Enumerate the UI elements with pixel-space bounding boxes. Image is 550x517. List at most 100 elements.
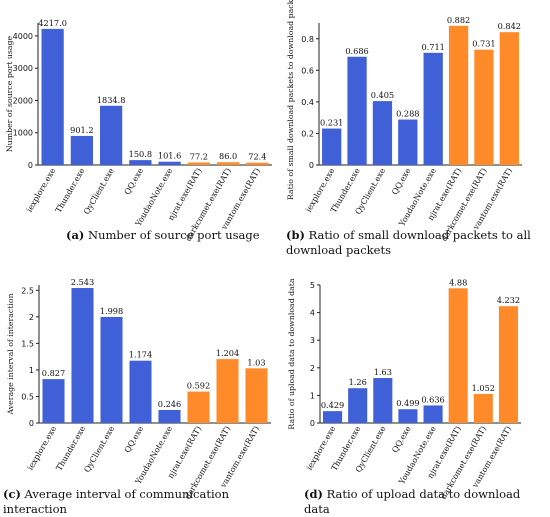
bar-iexplore-exe <box>42 379 65 423</box>
bar-value-label: 2.543 <box>71 277 94 287</box>
bar-qq-exe <box>129 360 152 423</box>
bar-value-label: 1.998 <box>100 306 123 316</box>
category-label: QQ.exe <box>123 166 146 196</box>
y-tick-label: 0.5 <box>21 392 34 401</box>
y-tick-label: 2 <box>29 313 34 322</box>
bar-value-label: 72.4 <box>248 152 266 162</box>
y-tick-label: 1 <box>310 391 315 400</box>
y-axis-title: Average interval of interaction <box>6 293 15 415</box>
bar-qq-exe <box>398 409 418 423</box>
bar-vantom-exe-rat- <box>246 162 269 165</box>
bar-qyclient-exe <box>372 101 393 165</box>
bar-value-label: 0.882 <box>447 15 470 25</box>
bar-value-label: 86.0 <box>219 151 237 161</box>
bar-thunder-exe <box>71 288 94 423</box>
y-axis-title: Number of source port usage <box>5 35 14 152</box>
caption-a: (a) Number of source port usage <box>66 228 276 243</box>
bar-vantom-exe-rat- <box>245 368 268 423</box>
bar-value-label: 0.592 <box>187 381 210 391</box>
bar-vantom-exe-rat- <box>499 32 519 166</box>
bar-iexplore-exe <box>322 128 342 165</box>
category-label: QQ.exe <box>123 424 146 454</box>
y-tick-label: 4 <box>310 309 315 318</box>
bar-value-label: 1.174 <box>129 350 152 360</box>
bar-darkcomet-exe-rat- <box>473 393 493 423</box>
caption-b: (b) Ratio of small download packets to a… <box>286 228 548 258</box>
bar-value-label: 4.88 <box>449 277 467 287</box>
y-tick-label: 0.6 <box>301 66 314 75</box>
bar-darkcomet-exe-rat- <box>474 49 494 165</box>
caption-d: (d) Ratio of upload data to download dat… <box>304 487 549 517</box>
bar-value-label: 0.636 <box>421 394 444 404</box>
y-tick-label: 0 <box>310 419 315 428</box>
caption-c-label: (c) <box>3 487 21 501</box>
bar-vantom-exe-rat- <box>498 306 518 423</box>
bar-youdaonote-exe <box>423 405 443 423</box>
bar-thunder-exe <box>347 56 367 165</box>
category-label: Thunder.exe <box>54 424 87 472</box>
category-label: QQ.exe <box>390 166 413 196</box>
y-tick-label: 2000 <box>13 96 33 105</box>
category-label: QQ.exe <box>390 424 413 454</box>
bar-thunder-exe <box>70 135 93 165</box>
caption-b-text: Ratio of small download packets to all d… <box>286 228 531 257</box>
category-label: QyClient.exe <box>82 166 116 216</box>
bar-iexplore-exe <box>323 411 343 423</box>
bar-njrat-exe-rat- <box>448 25 469 166</box>
caption-d-text: Ratio of upload data to download data <box>304 487 521 516</box>
category-label: QyClient.exe <box>82 424 116 474</box>
y-axis-title: Ratio of upload data to download data <box>287 278 296 430</box>
chart-panel-b: 0 0.2 0.4 0.6 0.8 Ratio of small download pac… <box>286 0 522 243</box>
bar-youdaonote-exe <box>158 409 181 423</box>
caption-d-label: (d) <box>304 487 323 501</box>
bar-njrat-exe-rat- <box>187 391 210 423</box>
y-tick-label: 1 <box>29 366 34 375</box>
y-tick-label: 0.2 <box>301 129 314 138</box>
y-tick-label: 0.4 <box>301 98 314 107</box>
bar-qq-exe <box>129 160 152 165</box>
y-tick-label: 0 <box>29 419 34 428</box>
y-tick-label: 0 <box>28 161 33 170</box>
y-tick-label: 0 <box>309 161 314 170</box>
category-label: Thunder.exe <box>54 166 87 214</box>
bar-value-label: 0.499 <box>396 398 419 408</box>
bar-value-label: 0.405 <box>371 90 394 100</box>
bar-njrat-exe-rat- <box>448 288 468 423</box>
bar-value-label: 901.2 <box>70 125 93 135</box>
bar-youdaonote-exe <box>158 161 181 165</box>
bar-value-label: 1.63 <box>374 367 392 377</box>
bar-qyclient-exe <box>373 378 393 423</box>
bar-value-label: 0.246 <box>158 399 181 409</box>
chart-panel-c: 0 0.5 1 1.5 2 2.5 Average interval of interact… <box>6 277 271 501</box>
bar-youdaonote-exe <box>423 52 443 165</box>
bar-njrat-exe-rat- <box>187 162 210 165</box>
y-tick-label: 3 <box>310 336 315 345</box>
caption-a-label: (a) <box>66 228 85 242</box>
bar-value-label: 1834.8 <box>97 95 126 105</box>
bar-value-label: 4.232 <box>497 295 520 305</box>
bar-value-label: 0.288 <box>396 109 419 119</box>
bar-value-label: 1.03 <box>247 357 265 367</box>
bar-value-label: 1.204 <box>216 348 239 358</box>
y-tick-label: 2 <box>310 364 315 373</box>
y-tick-label: 4000 <box>13 32 33 41</box>
bar-thunder-exe <box>348 388 368 423</box>
bar-value-label: 0.842 <box>498 21 521 31</box>
y-tick-label: 3000 <box>13 64 33 73</box>
caption-c: (c) Average interval of communication in… <box>3 487 271 517</box>
bar-darkcomet-exe-rat- <box>217 162 240 165</box>
y-tick-label: 1.5 <box>21 339 34 348</box>
bar-qyclient-exe <box>100 105 123 165</box>
bar-iexplore-exe <box>41 28 64 165</box>
caption-b-label: (b) <box>286 228 305 242</box>
bar-darkcomet-exe-rat- <box>216 359 239 423</box>
caption-a-text: Number of source port usage <box>88 228 260 242</box>
y-tick-label: 1000 <box>13 129 33 138</box>
bar-value-label: 101.6 <box>158 151 181 161</box>
bar-value-label: 1.052 <box>472 383 495 393</box>
y-tick-label: 0.8 <box>301 35 314 44</box>
y-tick-label: 2.5 <box>21 286 34 295</box>
bar-value-label: 150.8 <box>129 149 152 159</box>
